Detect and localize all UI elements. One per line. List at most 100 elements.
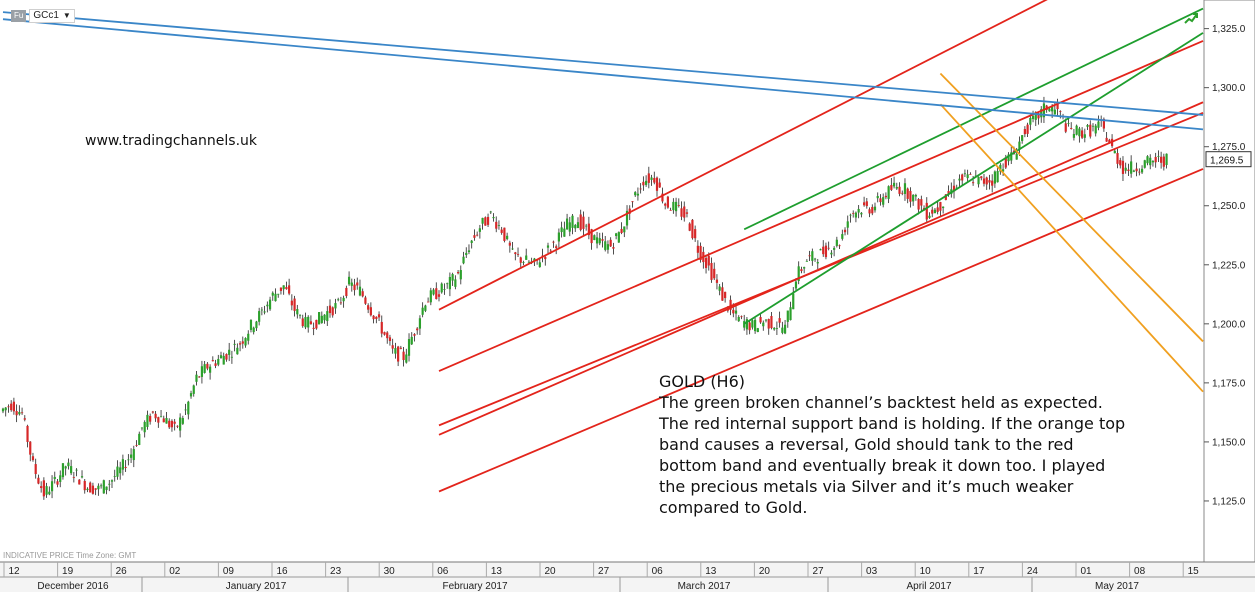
candle-body xyxy=(358,286,362,296)
candle-body xyxy=(12,401,15,412)
orange-channel-line[interactable] xyxy=(939,103,1204,393)
candle-body xyxy=(873,206,877,211)
candle-body xyxy=(775,328,778,329)
candle-body xyxy=(48,491,51,495)
candle-body xyxy=(326,311,329,322)
candle-body xyxy=(849,214,852,216)
candle-body xyxy=(1108,139,1111,144)
candle-body xyxy=(1037,113,1040,119)
red-channel-line[interactable] xyxy=(438,40,1204,372)
candle-body xyxy=(42,480,45,497)
candle-body xyxy=(650,177,653,180)
candle-body xyxy=(252,327,255,333)
candle-body xyxy=(574,225,577,229)
candle-body xyxy=(427,301,430,303)
candle-body xyxy=(988,180,991,183)
candle-body xyxy=(397,346,400,362)
candle-body xyxy=(985,177,988,185)
y-tick-label: 1,150.0 xyxy=(1212,437,1246,448)
candle-body xyxy=(1078,128,1081,137)
candle-body xyxy=(266,304,269,307)
x-tick-label: 03 xyxy=(866,566,878,577)
candle-body xyxy=(587,223,590,236)
candle-body xyxy=(672,201,675,211)
dropdown-caret-icon[interactable]: ▼ xyxy=(62,11,71,20)
candle-body xyxy=(892,182,896,187)
candle-body xyxy=(413,334,416,336)
trend-up-icon[interactable] xyxy=(1184,11,1198,25)
commentary-body: The green broken channel’s backtest held… xyxy=(659,393,1126,517)
candle-body xyxy=(78,479,81,485)
candle-body xyxy=(912,194,915,202)
candle-body xyxy=(1089,124,1092,137)
candle-body xyxy=(645,180,648,185)
blue-channel-line[interactable] xyxy=(2,18,1204,131)
candle-body xyxy=(917,199,920,210)
candle-body xyxy=(508,242,511,246)
candle-body xyxy=(195,374,198,382)
candle-body xyxy=(557,232,560,242)
candle-body xyxy=(906,188,909,199)
candle-body xyxy=(947,190,950,195)
candle-body xyxy=(222,355,225,365)
candle-body xyxy=(863,202,866,206)
candle-body xyxy=(4,407,7,411)
candle-body xyxy=(857,208,860,213)
candle-body xyxy=(219,355,223,359)
candle-body xyxy=(794,281,798,289)
candle-body xyxy=(546,245,550,248)
candle-body xyxy=(920,199,923,206)
y-tick-label: 1,275.0 xyxy=(1212,142,1246,153)
candle-body xyxy=(143,421,146,433)
candle-body xyxy=(241,341,244,344)
candle-body xyxy=(606,244,610,250)
candle-body xyxy=(37,477,40,484)
candle-body xyxy=(552,241,555,243)
candle-body xyxy=(168,420,171,428)
red-channel-line[interactable] xyxy=(438,0,1203,311)
candle-body xyxy=(582,216,585,229)
candle-body xyxy=(184,409,187,411)
candle-body xyxy=(342,297,345,302)
candle-body xyxy=(435,288,438,300)
candle-body xyxy=(277,293,280,295)
candle-body xyxy=(1018,141,1021,150)
orange-channel-line[interactable] xyxy=(939,72,1204,343)
x-tick-label: 20 xyxy=(544,566,556,577)
candle-body xyxy=(1007,154,1010,162)
candle-body xyxy=(841,234,844,239)
candle-body xyxy=(925,202,928,220)
candle-body xyxy=(1132,170,1135,172)
candle-body xyxy=(1048,108,1051,112)
green-channel-line[interactable] xyxy=(743,32,1204,325)
candle-body xyxy=(808,255,811,257)
candle-body xyxy=(72,476,75,478)
candle-body xyxy=(1162,156,1165,167)
candle-body xyxy=(778,318,781,323)
candle-body xyxy=(1021,135,1024,141)
candle-body xyxy=(230,356,233,358)
blue-channel-line[interactable] xyxy=(2,11,1204,116)
candle-body xyxy=(1051,106,1054,112)
candle-body xyxy=(800,269,803,272)
candle-body xyxy=(356,282,359,286)
candle-body xyxy=(470,240,473,243)
red-channel-line[interactable] xyxy=(438,168,1204,493)
candle-body xyxy=(879,198,882,203)
candle-body xyxy=(770,316,773,329)
symbol-tag[interactable]: Fu GCc1 ▼ xyxy=(11,9,75,23)
symbol-selector[interactable]: GCc1 ▼ xyxy=(29,9,75,23)
candle-body xyxy=(966,174,969,179)
candle-body xyxy=(495,221,498,229)
candle-body xyxy=(394,348,397,354)
green-channel-line[interactable] xyxy=(743,7,1204,231)
x-month-label: March 2017 xyxy=(678,581,731,592)
candle-body xyxy=(372,315,375,320)
candle-body xyxy=(993,171,996,184)
candle-body xyxy=(683,206,686,218)
x-month-label: January 2017 xyxy=(226,581,287,592)
candle-body xyxy=(89,482,92,493)
candle-body xyxy=(838,245,841,247)
red-channel-line[interactable] xyxy=(438,101,1204,436)
